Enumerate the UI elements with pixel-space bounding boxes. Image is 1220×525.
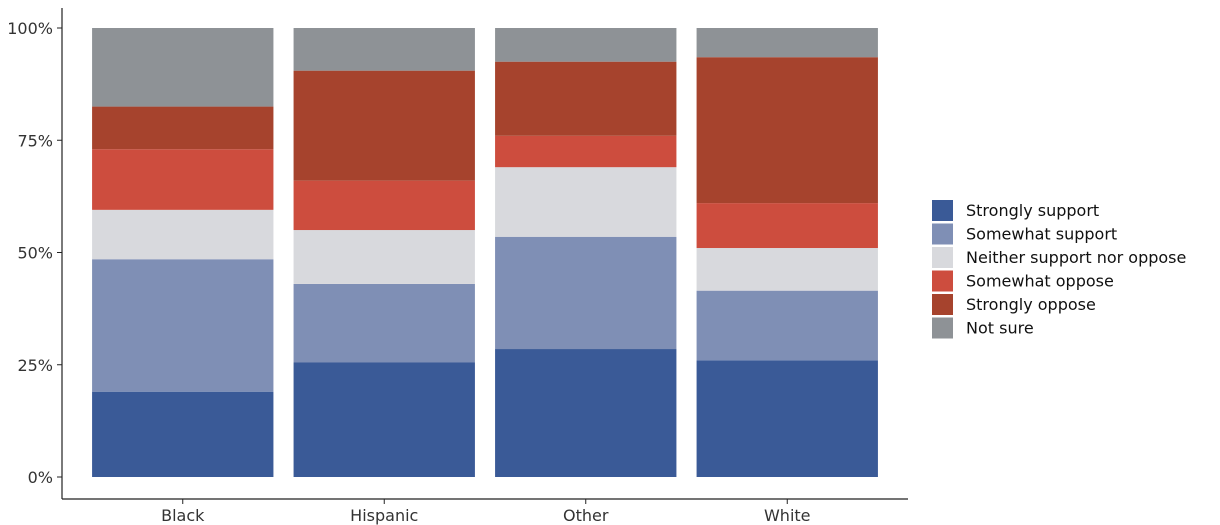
x-tick-label: Other bbox=[563, 506, 609, 525]
bar-segment-white-4 bbox=[696, 57, 878, 204]
bar-segment-white-3 bbox=[696, 203, 878, 249]
bar-segment-other-2 bbox=[495, 167, 677, 237]
legend-label: Somewhat support bbox=[966, 225, 1117, 244]
bar-segment-other-1 bbox=[495, 236, 677, 350]
legend-label: Not sure bbox=[966, 319, 1034, 338]
bar-segment-white-2 bbox=[696, 248, 878, 291]
bar-segment-white-0 bbox=[696, 360, 878, 477]
bar-segment-hispanic-5 bbox=[293, 28, 475, 71]
x-tick-label: Black bbox=[161, 506, 205, 525]
bar-segment-other-0 bbox=[495, 349, 677, 477]
legend-swatch bbox=[932, 270, 953, 292]
bar-segment-black-4 bbox=[92, 106, 274, 150]
y-axis-ticks: 0% 25% 50% 75% 100% bbox=[7, 19, 62, 487]
bar-segment-hispanic-1 bbox=[293, 283, 475, 363]
bar-segment-hispanic-4 bbox=[293, 70, 475, 181]
legend-label: Somewhat oppose bbox=[966, 272, 1114, 291]
bar-segment-other-3 bbox=[495, 135, 677, 168]
y-tick-label: 0% bbox=[28, 468, 53, 487]
legend-swatch bbox=[932, 223, 953, 245]
legend-label: Strongly oppose bbox=[966, 295, 1096, 314]
bar-segment-black-2 bbox=[92, 209, 274, 260]
bar-segment-hispanic-3 bbox=[293, 180, 475, 231]
legend-swatch bbox=[932, 247, 953, 268]
y-tick-label: 100% bbox=[7, 19, 53, 38]
legend-swatch bbox=[932, 200, 953, 221]
y-tick-label: 75% bbox=[17, 131, 53, 150]
bar-segment-black-1 bbox=[92, 259, 274, 392]
bar-segment-other-5 bbox=[495, 28, 677, 62]
bar-segment-black-3 bbox=[92, 149, 274, 210]
bar-segment-black-0 bbox=[92, 391, 274, 477]
bar-segment-black-5 bbox=[92, 28, 274, 107]
legend-label: Neither support nor oppose bbox=[966, 248, 1186, 267]
legend-swatch bbox=[932, 317, 953, 339]
legend-label: Strongly support bbox=[966, 201, 1099, 220]
x-tick-label: Hispanic bbox=[350, 506, 418, 525]
bar-segment-hispanic-2 bbox=[293, 230, 475, 284]
bar-segment-white-5 bbox=[696, 28, 878, 58]
y-tick-label: 25% bbox=[17, 356, 53, 375]
y-tick-label: 50% bbox=[17, 244, 53, 263]
bars-layer bbox=[92, 28, 878, 477]
x-tick-label: White bbox=[764, 506, 811, 525]
bar-segment-white-1 bbox=[696, 290, 878, 361]
x-axis-ticks: Black Hispanic Other White bbox=[161, 499, 811, 525]
bar-segment-other-4 bbox=[495, 61, 677, 136]
legend: Strongly support Somewhat support Neither … bbox=[932, 200, 1186, 339]
bar-segment-hispanic-0 bbox=[293, 362, 475, 477]
legend-swatch bbox=[932, 294, 953, 315]
